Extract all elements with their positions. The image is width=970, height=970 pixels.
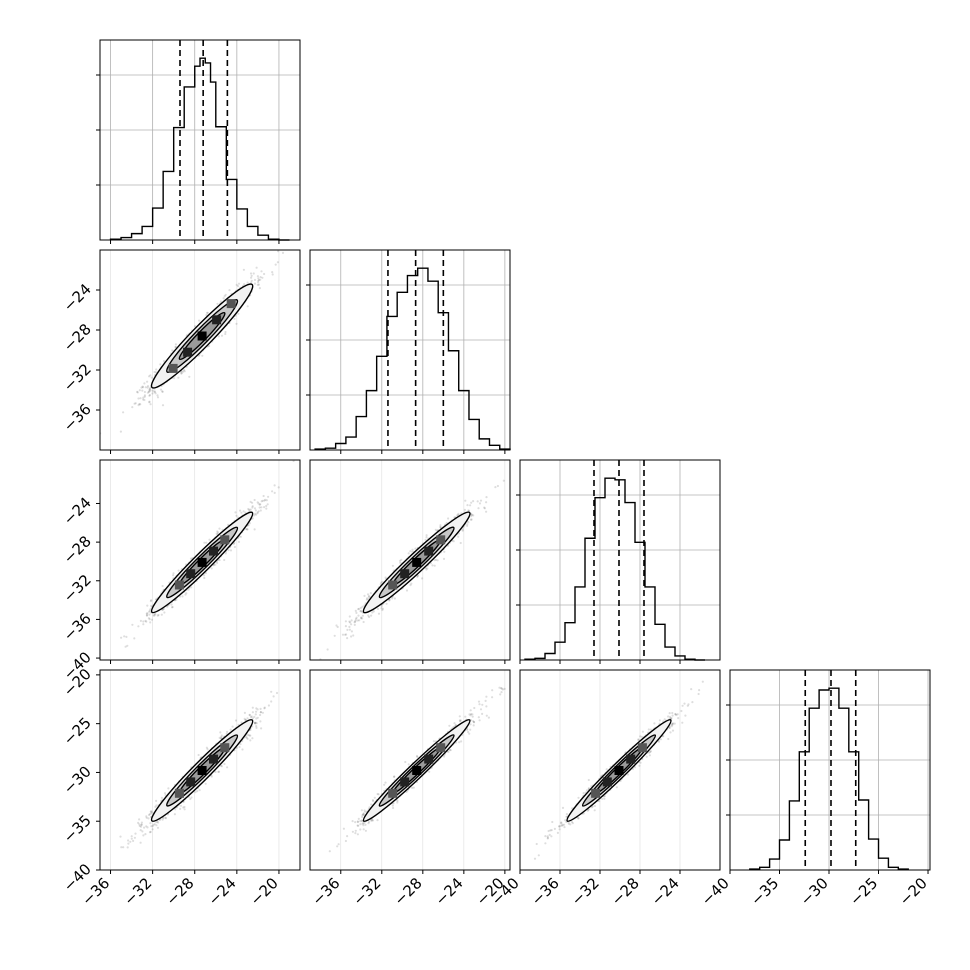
scatter-frame	[519, 669, 721, 871]
density-bin	[436, 535, 446, 545]
x-tick-label: −20	[247, 874, 282, 909]
x-tick-label: −24	[432, 874, 467, 909]
x-tick-label: −20	[896, 874, 931, 909]
density-bin	[186, 777, 196, 787]
scatter-content	[319, 460, 506, 660]
density-bin	[220, 535, 230, 545]
scatter-frame	[99, 459, 301, 661]
density-bin	[197, 766, 207, 775]
density-core	[174, 535, 230, 590]
density-bin	[197, 331, 207, 341]
density-bin	[209, 546, 218, 556]
histogram-step-0	[109, 57, 290, 241]
y-tick-label: −28	[60, 532, 95, 567]
density-bin	[183, 347, 193, 357]
density-bin	[412, 766, 422, 775]
density-bin	[388, 580, 398, 590]
y-tick-label: −30	[60, 763, 95, 798]
scatter-panel-3-1	[309, 669, 511, 874]
x-tick-label: −32	[350, 874, 385, 909]
scatter-content	[533, 670, 704, 870]
scatter-content	[328, 670, 506, 870]
scatter-content	[100, 250, 285, 450]
y-tick-label: −32	[60, 571, 95, 606]
density-bin	[186, 569, 196, 579]
density-bin	[424, 546, 434, 556]
x-tick-label: −24	[648, 874, 683, 909]
x-tick-label: −36	[308, 874, 343, 909]
scatter-panel-3-0	[96, 669, 301, 874]
density-bin	[220, 743, 230, 753]
density-bin	[174, 788, 184, 798]
density-bin	[400, 569, 410, 579]
x-tick-label: −28	[608, 874, 643, 909]
density-core	[388, 743, 446, 798]
scatter-panel-3-2	[519, 669, 721, 874]
y-tick-label: −28	[60, 320, 95, 355]
histogram-step-2	[524, 477, 705, 661]
x-tick-label: −24	[205, 874, 240, 909]
y-tick-label: −35	[60, 811, 95, 846]
x-tick-label: −32	[568, 874, 603, 909]
histogram-frame-0	[99, 39, 301, 241]
density-core	[388, 535, 446, 590]
density-bin	[602, 777, 612, 787]
density-bin	[212, 315, 222, 325]
density-bin	[614, 766, 624, 775]
histogram-step-3	[749, 687, 909, 870]
y-tick-label: −24	[60, 280, 95, 315]
scatter-content	[110, 460, 295, 660]
x-tick-label: −28	[391, 874, 426, 909]
density-bin	[400, 777, 410, 787]
y-tick-label: −24	[60, 494, 95, 529]
density-bin	[226, 299, 236, 309]
density-bin	[168, 363, 178, 373]
density-bin	[436, 743, 446, 753]
y-tick-label: −25	[60, 714, 95, 749]
density-bin	[626, 754, 636, 764]
density-core	[174, 743, 230, 798]
x-tick-label: −32	[120, 874, 155, 909]
scatter-frame	[99, 249, 301, 451]
density-core	[591, 743, 647, 798]
scatter-frame	[309, 459, 511, 661]
density-bin	[591, 788, 601, 798]
density-bin	[637, 743, 647, 753]
scatter-panel-2-0	[96, 459, 301, 664]
histogram-step-1	[314, 267, 511, 450]
histogram-panel-2	[516, 459, 721, 664]
histogram-panel-1	[306, 249, 511, 454]
density-bin	[388, 788, 398, 798]
scatter-panel-1-0	[96, 249, 301, 454]
scatter-content	[110, 670, 280, 870]
density-bin	[174, 580, 184, 590]
histogram-panel-0	[96, 39, 301, 244]
density-core	[168, 299, 236, 373]
density-bin	[412, 557, 422, 567]
x-tick-label: −30	[797, 874, 832, 909]
x-tick-label: −25	[846, 874, 881, 909]
x-tick-label: −28	[162, 874, 197, 909]
density-bin	[209, 754, 218, 764]
scatter-panel-2-1	[309, 459, 511, 664]
histogram-frame-3	[729, 669, 931, 871]
scatter-frame	[99, 669, 301, 871]
density-bin	[197, 557, 207, 567]
density-bin	[424, 754, 434, 764]
x-tick-label: −40	[698, 874, 733, 909]
scatter-frame	[309, 669, 511, 871]
x-tick-label: −36	[528, 874, 563, 909]
histogram-panel-3	[726, 669, 931, 874]
y-tick-label: −36	[60, 610, 95, 645]
y-tick-label: −36	[60, 400, 95, 435]
histogram-frame-1	[309, 249, 511, 451]
x-tick-label: −35	[747, 874, 782, 909]
histogram-frame-2	[519, 459, 721, 661]
y-tick-label: −32	[60, 360, 95, 395]
